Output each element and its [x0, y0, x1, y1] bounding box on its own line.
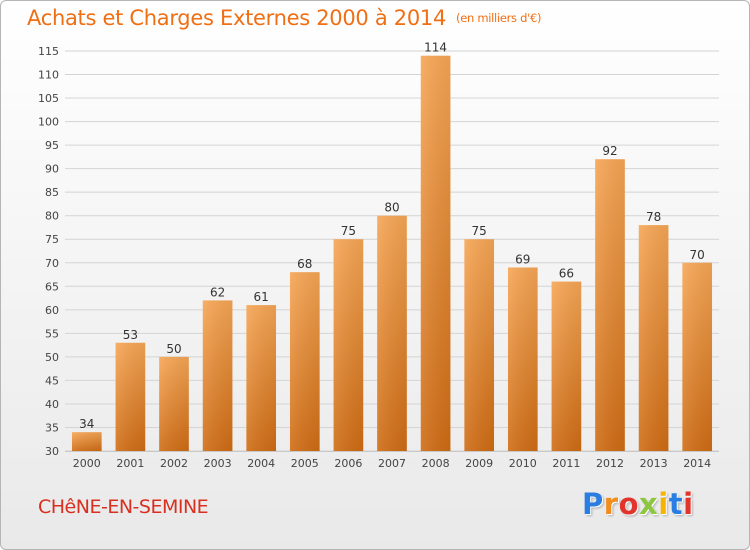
data-label-2014: 70	[690, 248, 705, 262]
y-axis-ticks: 30 35 40 45 50 55 60 65 70 75 80 85 90 95 100 105 110 115	[38, 45, 59, 458]
y-tick-label: 60	[45, 304, 59, 317]
bar-shade	[246, 305, 277, 451]
bar-shade	[71, 432, 102, 451]
x-tick-label: 2005	[291, 457, 319, 470]
data-label-2002: 50	[166, 342, 181, 356]
bar-shade	[159, 356, 189, 451]
y-tick-label: 80	[45, 210, 59, 223]
bar-shade	[551, 281, 582, 451]
data-label-2006: 75	[341, 224, 356, 238]
y-tick-label: 30	[45, 445, 59, 458]
bar-shade	[507, 267, 538, 451]
y-tick-label: 40	[45, 398, 59, 411]
x-tick-label: 2010	[509, 457, 537, 470]
bar-shade	[377, 215, 407, 451]
data-label-2003: 62	[210, 285, 225, 299]
bar-shade	[115, 342, 146, 451]
data-label-2010: 69	[515, 252, 530, 266]
data-label-2009: 75	[472, 224, 487, 238]
logo-letter: x	[639, 487, 659, 521]
x-tick-label: 2004	[247, 457, 275, 470]
proxiti-logo: Proxiti	[582, 487, 694, 521]
y-tick-label: 50	[45, 351, 59, 364]
x-tick-label: 2009	[465, 457, 493, 470]
data-label-2011: 66	[559, 267, 574, 281]
logo-letter: i	[683, 487, 694, 521]
data-label-2004: 61	[254, 290, 269, 304]
x-tick-label: 2000	[73, 457, 101, 470]
chart-title-text: Achats et Charges Externes 2000 à 2014	[27, 6, 447, 30]
data-label-2005: 68	[297, 257, 312, 271]
data-label-2007: 80	[384, 201, 399, 215]
bar-shade	[682, 262, 713, 451]
x-tick-label: 2014	[683, 457, 711, 470]
x-tick-label: 2011	[552, 457, 580, 470]
y-tick-label: 70	[45, 257, 59, 270]
y-tick-label: 45	[45, 374, 59, 387]
chart-unit: (en milliers d'€)	[456, 11, 542, 25]
x-axis-ticks: 2000 2001 2002 2003 2004 2005 2006 2007 2008 2009…	[73, 457, 711, 470]
x-tick-label: 2008	[422, 457, 450, 470]
bar-shade	[464, 239, 495, 451]
logo-letter: t	[668, 487, 684, 521]
data-label-2013: 78	[646, 210, 661, 224]
data-label-2001: 53	[123, 328, 138, 342]
y-tick-label: 90	[45, 163, 59, 176]
logo-letter: i	[658, 487, 669, 521]
x-tick-label: 2001	[116, 457, 144, 470]
y-tick-label: 85	[45, 186, 59, 199]
data-labels: 34 53 50 62 61 68 75 80 114 75 69 66 92 78 70	[79, 41, 705, 431]
logo-letter: o	[618, 487, 640, 521]
x-tick-label: 2012	[596, 457, 624, 470]
y-tick-label: 110	[38, 69, 59, 82]
bar-shade	[333, 239, 364, 451]
bar-shade	[420, 55, 451, 452]
data-label-2000: 34	[79, 417, 94, 431]
logo-letter: P	[582, 487, 604, 521]
bar-shade	[638, 225, 669, 451]
chart-title: Achats et Charges Externes 2000 à 2014 (e…	[27, 6, 541, 30]
commune-name: CHêNE-EN-SEMINE	[38, 496, 209, 518]
data-label-2008: 114	[424, 41, 447, 55]
y-tick-label: 65	[45, 280, 59, 293]
x-tick-label: 2003	[204, 457, 232, 470]
bar-shade	[595, 159, 625, 451]
x-tick-label: 2006	[334, 457, 362, 470]
y-tick-label: 75	[45, 233, 59, 246]
bar-shade	[202, 300, 233, 451]
data-label-2012: 92	[602, 144, 617, 158]
y-tick-label: 95	[45, 139, 59, 152]
bar-shade	[289, 272, 320, 451]
logo-letter: r	[603, 487, 619, 521]
y-tick-label: 35	[45, 421, 59, 434]
y-tick-label: 115	[38, 45, 59, 58]
bars	[71, 55, 713, 452]
y-tick-label: 105	[38, 92, 59, 105]
y-tick-label: 100	[38, 116, 59, 129]
x-tick-label: 2007	[378, 457, 406, 470]
x-tick-label: 2013	[640, 457, 668, 470]
x-tick-label: 2002	[160, 457, 188, 470]
y-tick-label: 55	[45, 327, 59, 340]
